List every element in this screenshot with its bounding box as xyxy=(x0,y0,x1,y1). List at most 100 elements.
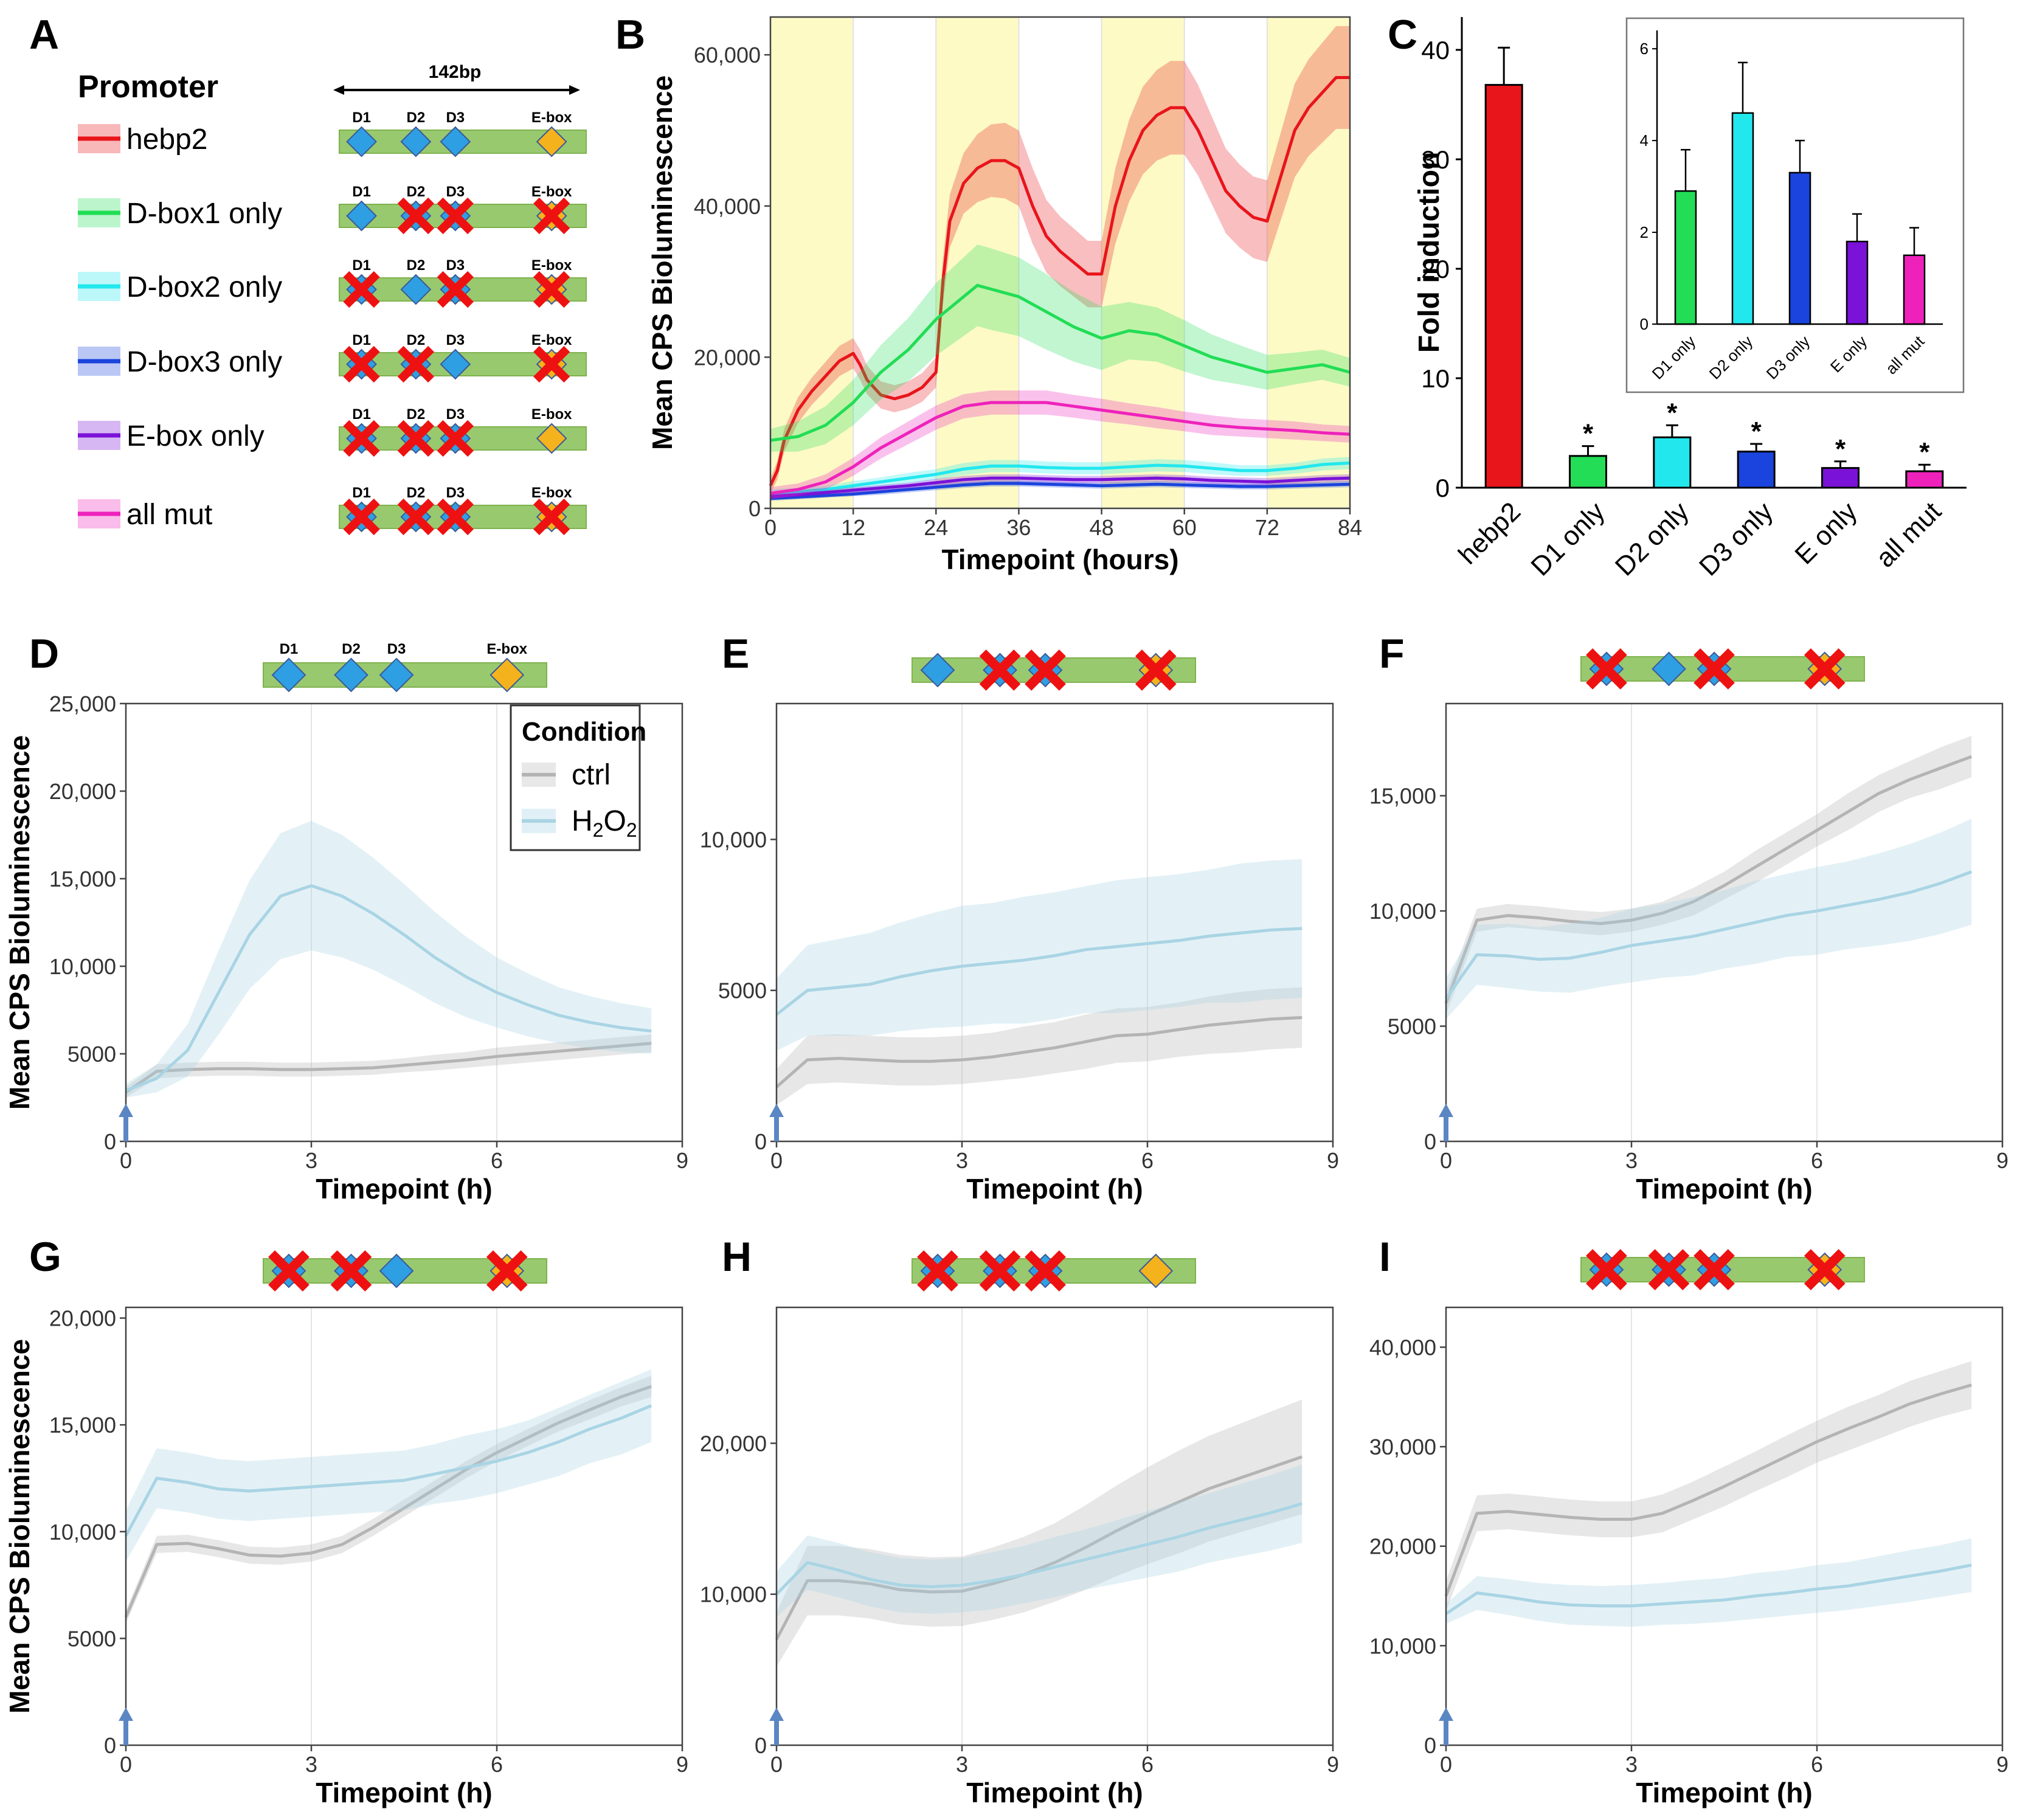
construct-3-d1-mutation xyxy=(343,345,380,383)
construct-1-ebox-mutation xyxy=(533,197,570,235)
c-inset-bar-1 xyxy=(1731,112,1754,325)
i-ytick-label-4: 40,000 xyxy=(1369,1335,1436,1360)
construct-0-d1-label: D1 xyxy=(352,109,371,126)
h-ytick-label-2: 20,000 xyxy=(700,1431,767,1456)
i-promoter-d1-mutation xyxy=(1586,1249,1627,1290)
construct-4-d1-label: D1 xyxy=(352,406,371,423)
construct-4-d3-label: D3 xyxy=(446,406,465,423)
d-treatment-arrow-head xyxy=(119,1104,133,1117)
construct-2-ebox-label: E-box xyxy=(531,257,572,274)
panel-label-a: A xyxy=(29,12,59,58)
c-inset-bar-4 xyxy=(1903,254,1926,325)
b-xtick-label-6: 72 xyxy=(1255,515,1279,540)
h-x-axis-label: Timepoint (h) xyxy=(966,1777,1143,1808)
construct-2-d2-label: D2 xyxy=(407,257,426,274)
legend-h2o2-label: H2O2 xyxy=(572,805,637,841)
b-band-D-box1-only xyxy=(770,244,1350,452)
h-xtick-label-3: 9 xyxy=(1327,1752,1339,1777)
d-plot-frame xyxy=(125,702,683,1143)
e-xtick-label-2: 6 xyxy=(1141,1148,1154,1173)
c-inset-ytick-label-1: 2 xyxy=(1640,223,1649,241)
legend-title: Condition xyxy=(522,717,646,747)
d-line-ctrl xyxy=(125,1042,652,1094)
b-xtick-label-2: 24 xyxy=(924,515,948,540)
light-phase-0 xyxy=(770,17,854,508)
f-xtick-label-2: 6 xyxy=(1811,1148,1823,1173)
f-xtick-label-1: 3 xyxy=(1625,1148,1638,1173)
panel-label-d: D xyxy=(29,631,59,677)
f-ytick-label-0: 0 xyxy=(1424,1129,1436,1154)
f-ytick-label-3: 15,000 xyxy=(1369,784,1436,809)
light-phase-1 xyxy=(936,17,1019,508)
d-xtick-label-0: 0 xyxy=(120,1148,132,1173)
g-ytick-label-0: 0 xyxy=(104,1733,116,1758)
construct-0-d2-site xyxy=(400,126,432,157)
b-ytick-label-1: 20,000 xyxy=(694,345,761,370)
construct-1-ebox-label: E-box xyxy=(531,184,572,200)
d-promoter-d1-site xyxy=(271,657,306,693)
i-treatment-arrow-head xyxy=(1439,1708,1453,1721)
construct-4-ebox-site xyxy=(536,423,567,454)
f-plot-frame xyxy=(1445,702,2004,1143)
e-ytick-label-1: 5000 xyxy=(718,978,767,1003)
c-inset-bar-0 xyxy=(1674,190,1697,325)
construct-name-4: E-box only xyxy=(126,420,265,452)
construct-0-ebox-label: E-box xyxy=(531,109,572,126)
legend-ctrl-label: ctrl xyxy=(572,759,611,791)
b-line-D-box2-only xyxy=(770,461,1351,495)
construct-5-d2-label: D2 xyxy=(407,485,426,501)
c-significance-star-5: * xyxy=(1919,437,1930,467)
h-promoter-d2-mutation xyxy=(979,1250,1021,1292)
d-ytick-label-1: 5000 xyxy=(67,1042,116,1067)
condition-legend: Condition ctrl H2O2 xyxy=(510,704,646,851)
promoter-length-arrowhead-right xyxy=(569,85,580,95)
f-band-H2O2 xyxy=(1446,818,1972,1020)
e-band-ctrl xyxy=(777,987,1303,1105)
i-line-ctrl xyxy=(1444,1383,1972,1597)
c-inset-ytick-label-2: 4 xyxy=(1640,131,1649,150)
f-promoter-d1-mutation xyxy=(1586,648,1627,690)
e-line-H2O2 xyxy=(775,927,1303,1016)
f-promoter-d3-mutation xyxy=(1694,648,1735,690)
light-phase-2 xyxy=(1101,17,1185,508)
b-line-D-box1-only xyxy=(770,283,1351,442)
construct-2-d1-label: D1 xyxy=(352,257,371,274)
b-xtick-label-3: 36 xyxy=(1006,515,1031,540)
panel-g-chart: 0 3 6 9 0 5000 10,000 15,000 20,000 Timepoint (h)… xyxy=(4,1250,688,1808)
c-bar-2 xyxy=(1653,436,1692,489)
b-xtick-label-1: 12 xyxy=(841,515,865,540)
panel-d-chart: 0 3 6 9 0 5000 10,000 15,000 20,000 25,000 Timepoi… xyxy=(4,641,688,1205)
d-y-axis-label: Mean CPS Bioluminescence xyxy=(4,735,35,1110)
construct-1-d1-label: D1 xyxy=(352,184,371,200)
e-promoter-ebox-mutation xyxy=(1135,649,1177,691)
d-promoter-d3-label: D3 xyxy=(387,641,406,657)
construct-5-ebox-label: E-box xyxy=(531,485,572,501)
i-promoter-d3-mutation xyxy=(1694,1249,1735,1290)
construct-2-d1-mutation xyxy=(343,271,380,308)
c-ytick-label-4: 40 xyxy=(1421,36,1450,64)
h-treatment-arrow-head xyxy=(769,1708,784,1721)
construct-5-d1-label: D1 xyxy=(352,485,371,501)
c-bar-1 xyxy=(1569,455,1607,489)
h-ytick-label-0: 0 xyxy=(755,1733,767,1758)
h-promoter-ebox-site xyxy=(1138,1253,1174,1289)
d-promoter-ebox-site xyxy=(490,657,525,693)
panel-e-chart: 0 3 6 9 0 5000 10,000 Timepoint (h) xyxy=(700,649,1339,1205)
g-x-axis-label: Timepoint (h) xyxy=(316,1777,492,1808)
g-line-H2O2 xyxy=(124,1404,652,1537)
d-ytick-label-5: 25,000 xyxy=(49,691,116,716)
f-promoter-d2-site xyxy=(1652,651,1686,687)
i-plot-frame xyxy=(1445,1306,2004,1746)
b-plot-frame xyxy=(769,16,1351,510)
construct-3-ebox-mutation xyxy=(533,345,570,383)
d-xtick-label-1: 3 xyxy=(305,1148,317,1173)
i-x-axis-label: Timepoint (h) xyxy=(1636,1777,1812,1808)
promoter-length-arrowhead-left xyxy=(333,85,344,95)
panel-label-i: I xyxy=(1379,1234,1391,1280)
g-ytick-label-4: 20,000 xyxy=(49,1306,116,1331)
e-promoter-d2-mutation xyxy=(979,649,1021,691)
construct-4-d1-mutation xyxy=(343,420,380,457)
panel-i-chart: 0 3 6 9 0 10,000 20,000 30,000 40,000 Timepoint (… xyxy=(1369,1249,2008,1808)
c-bar-3 xyxy=(1737,451,1776,489)
g-xtick-label-1: 3 xyxy=(305,1752,317,1777)
